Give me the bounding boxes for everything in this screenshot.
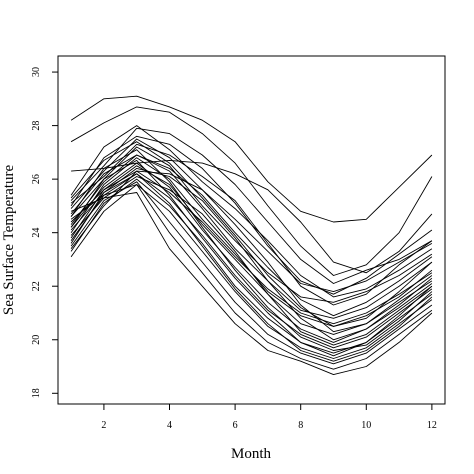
y-tick-label: 30 [31, 67, 42, 77]
y-tick-label: 20 [31, 335, 42, 345]
series-line-21 [70, 135, 433, 295]
series-line-2 [70, 106, 433, 276]
series-line-1 [70, 95, 433, 223]
series-line-18 [70, 192, 433, 376]
y-tick-label: 22 [31, 281, 42, 291]
x-axis-label: Month [231, 446, 272, 462]
y-axis: 18 20 22 24 26 28 30 [31, 67, 58, 398]
series-line-4 [70, 127, 433, 284]
y-tick-label: 26 [31, 174, 42, 184]
plot-frame [57, 55, 446, 405]
series-line-25 [70, 141, 433, 327]
y-tick-label: 24 [31, 228, 42, 238]
series-line-17 [70, 184, 433, 370]
series-line-27 [70, 170, 433, 333]
y-axis-label: Sea Surface Temperature [1, 165, 17, 316]
series-line-22 [70, 167, 433, 341]
x-tick-label: 6 [233, 420, 238, 431]
series-line-5 [70, 125, 433, 298]
x-tick-label: 12 [427, 420, 437, 431]
series-line-9 [70, 154, 433, 319]
x-tick-label: 10 [361, 420, 371, 431]
x-axis: 2 4 6 8 10 12 [101, 404, 437, 431]
series-line-26 [70, 159, 433, 357]
series-line-16 [70, 181, 433, 365]
series-line-28 [70, 173, 433, 362]
series-line-23 [70, 176, 433, 346]
series-lines [70, 95, 433, 376]
x-tick-label: 8 [298, 420, 303, 431]
y-tick-label: 28 [31, 121, 42, 131]
series-line-15 [70, 184, 433, 359]
x-tick-label: 4 [167, 420, 172, 431]
series-line-20 [70, 154, 433, 317]
y-tick-label: 18 [31, 388, 42, 398]
x-tick-label: 2 [101, 420, 106, 431]
series-line-24 [70, 149, 433, 351]
